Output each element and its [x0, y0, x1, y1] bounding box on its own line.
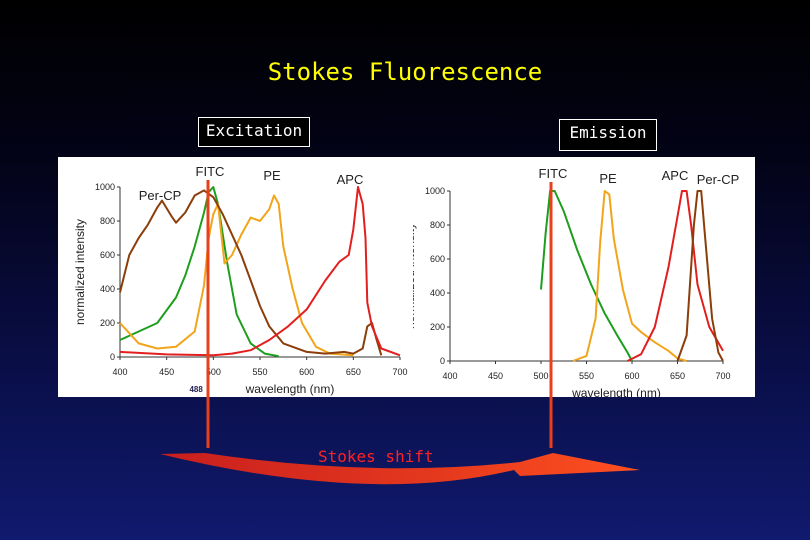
chart1-y-tick-label: 400 — [100, 284, 115, 294]
chart1-series-pe-line — [119, 194, 354, 357]
stokes-shift-label: Stokes shift — [318, 447, 434, 466]
chart1-x-tick-label: 500 — [206, 367, 221, 377]
chart1-series-apc-line — [119, 186, 401, 357]
excitation-label: Excitation — [198, 117, 310, 147]
chart1-x-axis-label: wavelength (nm) — [245, 382, 335, 396]
chart1-y-tick-label: 0 — [110, 352, 115, 362]
excitation-chart-svg: 400 450 500 550 600 650 700 0 200 400 600 800 1000 wa… — [73, 164, 408, 396]
chart2-series-pe-label: PE — [599, 171, 617, 186]
chart2-x-axis-label: wavelength (nm) — [571, 386, 661, 397]
chart2-y-tick-label: 400 — [430, 288, 445, 298]
chart1-annotation: 488 — [189, 385, 203, 394]
chart2-y-tick-label: 600 — [430, 254, 445, 264]
chart2-series-fitc-label: FITC — [539, 166, 568, 181]
chart2-series-apc-line — [627, 190, 724, 362]
chart2-series-per-cp-line — [676, 190, 724, 362]
chart2-y-axis-label: normalized intensity — [413, 223, 417, 329]
chart2-x-tick-label: 550 — [579, 371, 594, 381]
chart2-y-tick-label: 0 — [440, 356, 445, 366]
chart1-y-tick-label: 200 — [100, 318, 115, 328]
chart1-series-pe-label: PE — [263, 168, 281, 183]
chart2-y-tick-label: 200 — [430, 322, 445, 332]
chart1-series-fitc-label: FITC — [196, 164, 225, 179]
chart2-series-apc-label: APC — [662, 168, 689, 183]
chart1-series-per-cp-line — [119, 189, 383, 356]
chart1-series-per-cp-label: Per-CP — [139, 188, 182, 203]
chart1-y-tick-label: 800 — [100, 216, 115, 226]
chart2-series-pe-line — [572, 190, 687, 362]
chart1-series-fitc-line — [119, 186, 279, 358]
chart2-x-tick-label: 600 — [624, 371, 639, 381]
chart2-x-tick-label: 450 — [488, 371, 503, 381]
chart2-series-fitc-line — [540, 190, 633, 362]
emission-chart-svg: 400 450 500 550 600 650 700 0 200 400 600 800 1000 wa… — [413, 166, 740, 397]
chart1-y-axis-label: normalized intensity — [73, 219, 87, 325]
chart1-x-tick-label: 650 — [346, 367, 361, 377]
chart2-x-tick-label: 700 — [715, 371, 730, 381]
chart1-x-tick-label: 600 — [299, 367, 314, 377]
chart1-x-tick-label: 550 — [252, 367, 267, 377]
chart2-series-per-cp-label: Per-CP — [697, 172, 740, 187]
chart2-x-tick-label: 650 — [670, 371, 685, 381]
emission-chart: 400 450 500 550 600 650 700 0 200 400 600 800 1000 wa… — [413, 157, 755, 397]
chart1-y-tick-label: 1000 — [95, 182, 115, 192]
emission-label: Emission — [559, 119, 657, 151]
excitation-chart: 400 450 500 550 600 650 700 0 200 400 600 800 1000 wa… — [58, 157, 413, 397]
chart2-y-tick-label: 1000 — [425, 186, 445, 196]
chart1-series-apc-label: APC — [337, 172, 364, 187]
chart1-x-tick-label: 400 — [112, 367, 127, 377]
chart1-y-tick-label: 600 — [100, 250, 115, 260]
chart1-x-tick-label: 700 — [392, 367, 407, 377]
chart2-x-tick-label: 400 — [442, 371, 457, 381]
chart1-x-tick-label: 450 — [159, 367, 174, 377]
slide-title: Stokes Fluorescence — [267, 58, 543, 86]
chart2-x-tick-label: 500 — [533, 371, 548, 381]
chart2-y-tick-label: 800 — [430, 220, 445, 230]
